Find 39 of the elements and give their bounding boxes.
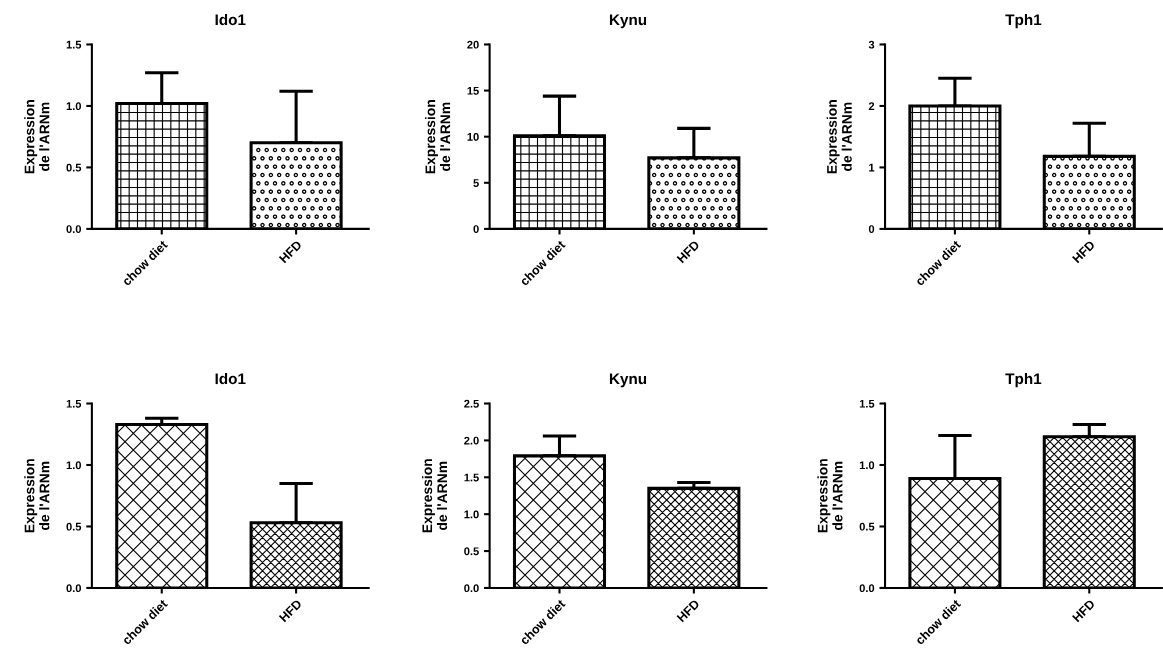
- y-axis-title: Expression de l'ARNm: [826, 100, 852, 174]
- y-axis-title: Expression de l'ARNm: [24, 459, 50, 533]
- y-axis-title: Expression de l'ARNm: [24, 100, 50, 174]
- y-tick-label: 0.0: [66, 225, 82, 234]
- chart-title: Kynu: [609, 14, 647, 29]
- y-tick-label: 15: [467, 86, 479, 95]
- y-tick-label: 0.5: [859, 522, 875, 531]
- y-tick-label: 1.5: [859, 399, 875, 408]
- y-tick-label: 0.5: [464, 547, 479, 556]
- y-tick-label: 5: [473, 179, 479, 187]
- chart-title: Ido1: [215, 373, 246, 385]
- y-tick-label: 1.0: [464, 510, 479, 519]
- y-tick-label: 0.0: [66, 584, 82, 593]
- y-tick-label: 1.0: [66, 461, 82, 470]
- y-tick-label: 1.0: [66, 102, 82, 111]
- y-axis-title: Expression de l'ARNm: [421, 459, 448, 533]
- y-tick-label: 1.5: [66, 399, 82, 408]
- chart-title: Tph1: [1005, 373, 1042, 388]
- y-tick-label: 1: [869, 163, 875, 172]
- y-tick-label: 3: [868, 40, 875, 49]
- y-tick-label: 0.5: [66, 522, 82, 531]
- chart-title: Kynu: [609, 373, 647, 388]
- y-tick-label: 0: [473, 225, 479, 234]
- chart-title: Tph1: [1005, 13, 1042, 29]
- y-tick-label: 1.0: [859, 461, 875, 470]
- y-tick-label: 0: [868, 225, 875, 234]
- y-tick-label: 0.5: [66, 163, 82, 172]
- y-tick-label: 0.0: [859, 584, 875, 593]
- y-tick-label: 1.5: [66, 40, 82, 49]
- chart-title: Ido1: [215, 13, 246, 26]
- y-tick-label: 0.0: [464, 584, 479, 593]
- y-tick-label: 20: [467, 40, 479, 49]
- y-tick-label: 1.5: [464, 473, 479, 482]
- y-tick-label: 2.0: [464, 436, 479, 445]
- y-axis-title: Expression de l'ARNm: [425, 100, 451, 174]
- y-tick-label: 10: [467, 132, 479, 141]
- y-tick-label: 2.5: [464, 399, 479, 408]
- y-tick-label: 2: [868, 102, 875, 110]
- y-axis-title: Expression de l'ARNm: [817, 459, 843, 533]
